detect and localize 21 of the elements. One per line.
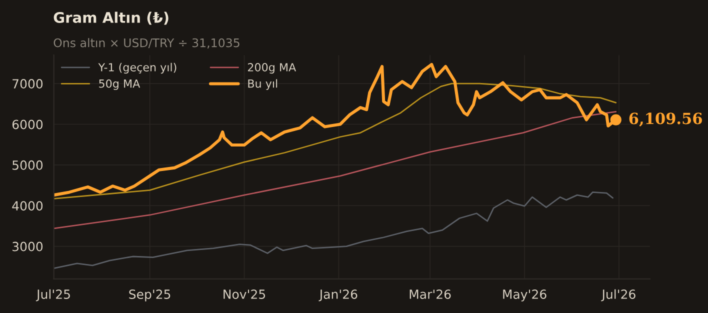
line-series [54,110,617,230]
chart-title: Gram Altın (₺) [54,12,168,25]
legend-label: 200g MA [248,63,296,74]
x-tick-label: Nov'25 [224,290,266,299]
line-series [54,192,614,269]
x-tick-label: Mar'26 [410,290,451,299]
x-tick-label: Jul'26 [601,289,636,302]
x-tick-label: Jan'26 [318,290,358,302]
annotation: 6,109.56 [629,112,702,127]
y-tick-label: 6000 [12,120,43,130]
y-tick-label: 7000 [12,79,43,88]
x-tick-label: Sep'25 [129,290,170,302]
y-tick-label: 4000 [12,201,43,211]
legend-label: Y-1 (geçen yıl) [98,62,176,74]
legend-label: Bu yıl [248,79,278,90]
x-tick-label: Jul'25 [36,289,70,302]
x-tick-label: May'26 [503,290,546,302]
y-tick-label: 5000 [12,160,43,170]
legend-label: 50g MA [99,79,140,90]
y-tick-label: 3000 [12,242,43,252]
chart-subtitle: Ons altın × USD/TRY ÷ 31,1035 [54,38,240,48]
